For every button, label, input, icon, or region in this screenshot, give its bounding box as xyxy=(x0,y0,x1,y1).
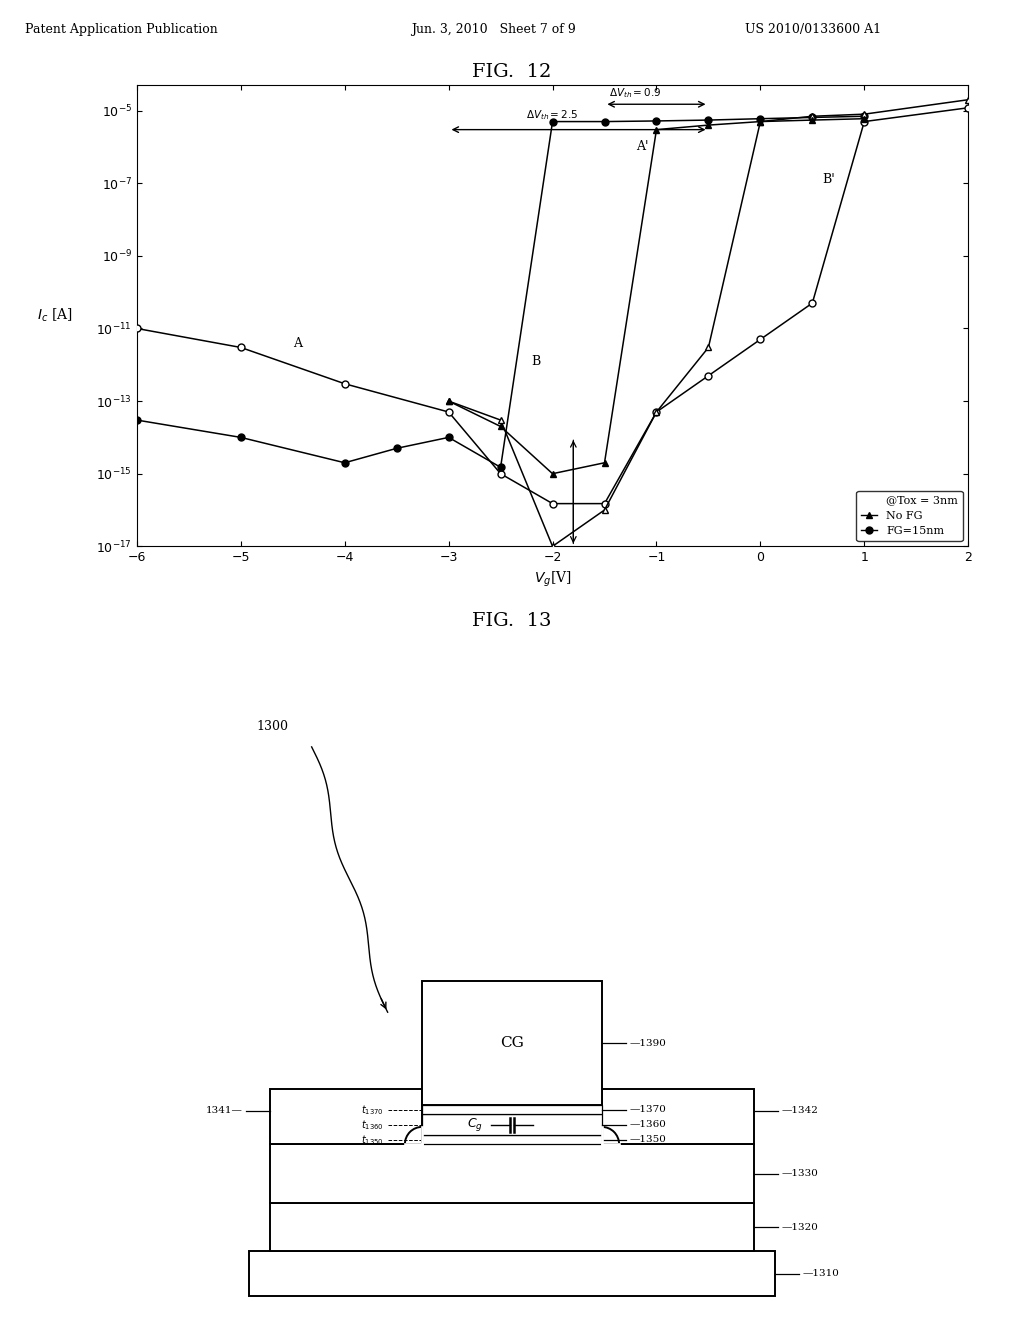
Text: US 2010/0133600 A1: US 2010/0133600 A1 xyxy=(745,22,882,36)
Text: FIG.  12: FIG. 12 xyxy=(472,63,552,82)
Text: Patent Application Publication: Patent Application Publication xyxy=(26,22,218,36)
Text: FIG.  13: FIG. 13 xyxy=(472,612,552,630)
Text: Jun. 3, 2010   Sheet 7 of 9: Jun. 3, 2010 Sheet 7 of 9 xyxy=(411,22,575,36)
